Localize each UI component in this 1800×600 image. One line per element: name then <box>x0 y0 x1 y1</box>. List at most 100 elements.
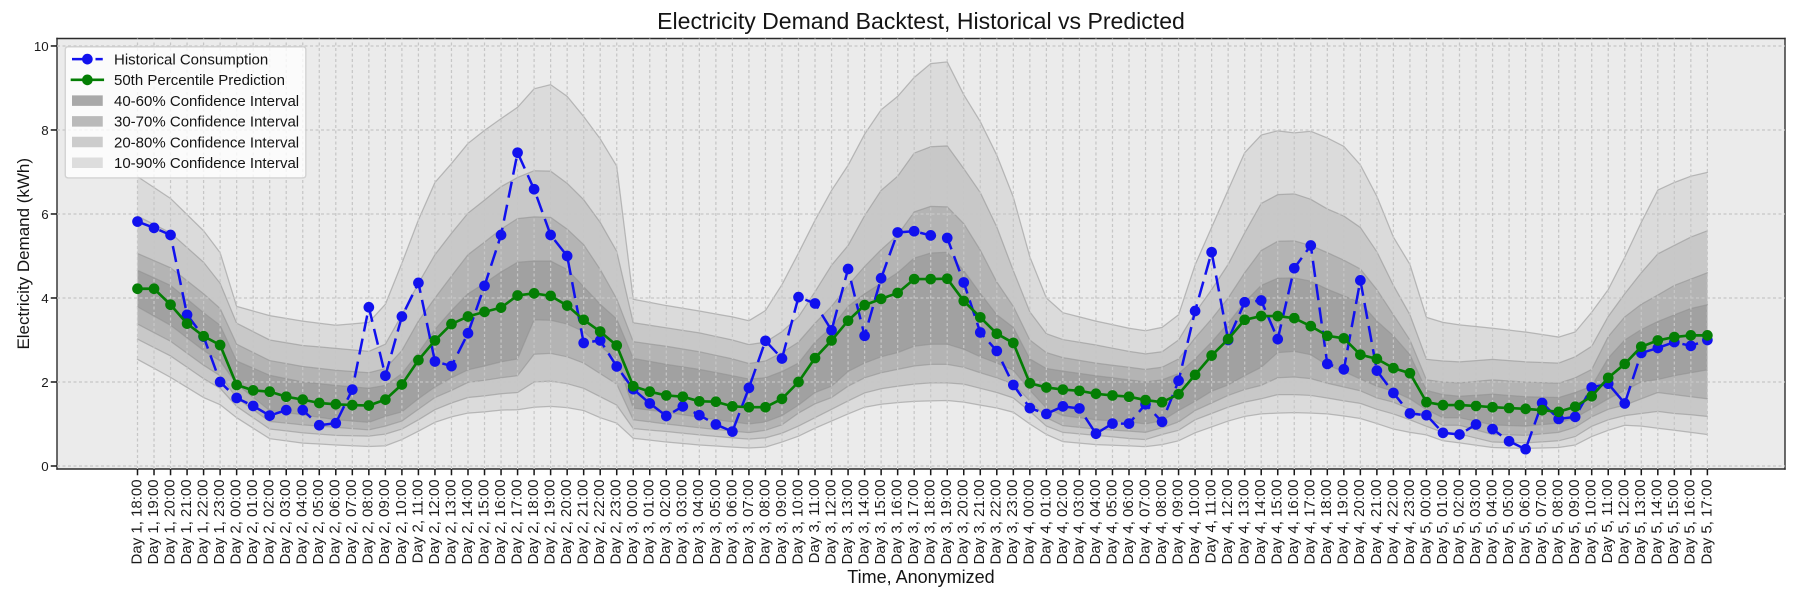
svg-text:Day 4, 20:00: Day 4, 20:00 <box>1351 479 1368 564</box>
svg-text:8: 8 <box>41 123 48 138</box>
svg-text:Day 2, 14:00: Day 2, 14:00 <box>459 479 476 564</box>
svg-text:Day 5, 11:00: Day 5, 11:00 <box>1599 479 1616 563</box>
svg-text:Day 2, 12:00: Day 2, 12:00 <box>426 479 443 564</box>
svg-text:Day 4, 19:00: Day 4, 19:00 <box>1335 479 1352 564</box>
svg-text:Day 4, 16:00: Day 4, 16:00 <box>1285 479 1302 564</box>
svg-text:Day 4, 10:00: Day 4, 10:00 <box>1186 479 1203 564</box>
svg-text:40-60% Confidence Interval: 40-60% Confidence Interval <box>114 93 299 110</box>
svg-text:Day 4, 07:00: Day 4, 07:00 <box>1136 479 1153 564</box>
svg-text:Day 2, 08:00: Day 2, 08:00 <box>360 479 377 564</box>
svg-text:0: 0 <box>41 459 48 474</box>
svg-text:Day 3, 10:00: Day 3, 10:00 <box>789 479 806 564</box>
svg-text:Day 2, 10:00: Day 2, 10:00 <box>393 479 410 564</box>
svg-text:Day 3, 02:00: Day 3, 02:00 <box>657 479 674 564</box>
svg-text:Day 3, 08:00: Day 3, 08:00 <box>756 479 773 564</box>
svg-text:Day 3, 13:00: Day 3, 13:00 <box>839 479 856 564</box>
svg-text:Day 3, 11:00: Day 3, 11:00 <box>806 479 823 563</box>
svg-text:Day 5, 05:00: Day 5, 05:00 <box>1500 479 1517 564</box>
svg-text:Day 1, 18:00: Day 1, 18:00 <box>128 479 145 564</box>
svg-text:Day 2, 22:00: Day 2, 22:00 <box>591 479 608 564</box>
svg-text:Day 1, 19:00: Day 1, 19:00 <box>145 479 162 564</box>
svg-text:Day 5, 03:00: Day 5, 03:00 <box>1467 479 1484 564</box>
svg-text:Day 4, 23:00: Day 4, 23:00 <box>1401 479 1418 564</box>
svg-text:Day 1, 23:00: Day 1, 23:00 <box>211 479 228 564</box>
svg-text:Time, Anonymized: Time, Anonymized <box>847 567 994 587</box>
svg-text:Day 2, 17:00: Day 2, 17:00 <box>508 479 525 564</box>
svg-text:Historical Consumption: Historical Consumption <box>114 51 268 68</box>
svg-text:Day 4, 11:00: Day 4, 11:00 <box>1203 479 1220 563</box>
svg-text:4: 4 <box>41 291 49 306</box>
svg-text:Day 4, 14:00: Day 4, 14:00 <box>1252 479 1269 564</box>
svg-text:Day 2, 07:00: Day 2, 07:00 <box>343 479 360 564</box>
svg-text:Day 5, 15:00: Day 5, 15:00 <box>1665 479 1682 564</box>
svg-text:Day 5, 00:00: Day 5, 00:00 <box>1417 479 1434 564</box>
svg-text:Day 3, 09:00: Day 3, 09:00 <box>773 479 790 564</box>
svg-text:Day 2, 05:00: Day 2, 05:00 <box>310 479 327 564</box>
svg-text:10: 10 <box>34 39 49 54</box>
svg-text:Day 2, 13:00: Day 2, 13:00 <box>442 479 459 564</box>
svg-text:Day 2, 23:00: Day 2, 23:00 <box>608 479 625 564</box>
svg-text:Day 4, 05:00: Day 4, 05:00 <box>1103 479 1120 564</box>
svg-text:Day 5, 16:00: Day 5, 16:00 <box>1682 479 1699 564</box>
svg-text:Day 4, 17:00: Day 4, 17:00 <box>1302 479 1319 564</box>
svg-text:Day 3, 06:00: Day 3, 06:00 <box>723 479 740 564</box>
svg-text:Day 5, 12:00: Day 5, 12:00 <box>1616 479 1633 564</box>
svg-text:Day 5, 08:00: Day 5, 08:00 <box>1550 479 1567 564</box>
svg-text:10-90% Confidence Interval: 10-90% Confidence Interval <box>114 155 299 172</box>
svg-text:Day 3, 07:00: Day 3, 07:00 <box>740 479 757 564</box>
svg-text:Day 2, 04:00: Day 2, 04:00 <box>294 479 311 564</box>
svg-text:Day 3, 20:00: Day 3, 20:00 <box>955 479 972 564</box>
svg-text:Electricity Demand Backtest, H: Electricity Demand Backtest, Historical … <box>657 8 1185 34</box>
svg-text:Day 1, 21:00: Day 1, 21:00 <box>178 479 195 564</box>
svg-text:Day 3, 18:00: Day 3, 18:00 <box>922 479 939 564</box>
svg-text:Day 2, 09:00: Day 2, 09:00 <box>376 479 393 564</box>
svg-text:50th Percentile Prediction: 50th Percentile Prediction <box>114 72 285 89</box>
svg-text:Day 2, 03:00: Day 2, 03:00 <box>277 479 294 564</box>
svg-text:Day 3, 05:00: Day 3, 05:00 <box>707 479 724 564</box>
svg-text:Day 4, 09:00: Day 4, 09:00 <box>1169 479 1186 564</box>
svg-text:Day 2, 16:00: Day 2, 16:00 <box>492 479 509 564</box>
svg-text:6: 6 <box>41 207 48 222</box>
svg-text:Day 3, 22:00: Day 3, 22:00 <box>988 479 1005 564</box>
svg-text:Day 5, 14:00: Day 5, 14:00 <box>1649 479 1666 564</box>
svg-text:Day 4, 06:00: Day 4, 06:00 <box>1120 479 1137 564</box>
svg-text:Day 2, 00:00: Day 2, 00:00 <box>228 479 245 564</box>
svg-text:Day 3, 23:00: Day 3, 23:00 <box>1004 479 1021 564</box>
svg-text:Day 5, 10:00: Day 5, 10:00 <box>1583 479 1600 564</box>
svg-text:Day 4, 01:00: Day 4, 01:00 <box>1037 479 1054 564</box>
svg-text:Day 2, 02:00: Day 2, 02:00 <box>261 479 278 564</box>
svg-text:Day 4, 22:00: Day 4, 22:00 <box>1384 479 1401 564</box>
svg-text:Day 5, 13:00: Day 5, 13:00 <box>1632 479 1649 564</box>
svg-text:2: 2 <box>41 375 48 390</box>
svg-text:Day 3, 12:00: Day 3, 12:00 <box>822 479 839 564</box>
svg-text:Day 2, 20:00: Day 2, 20:00 <box>558 479 575 564</box>
svg-text:Day 5, 06:00: Day 5, 06:00 <box>1516 479 1533 564</box>
svg-text:Day 2, 15:00: Day 2, 15:00 <box>475 479 492 564</box>
svg-text:Day 5, 07:00: Day 5, 07:00 <box>1533 479 1550 564</box>
svg-text:Day 5, 01:00: Day 5, 01:00 <box>1434 479 1451 564</box>
svg-text:Day 4, 13:00: Day 4, 13:00 <box>1236 479 1253 564</box>
svg-text:Day 1, 20:00: Day 1, 20:00 <box>161 479 178 564</box>
svg-text:Day 4, 00:00: Day 4, 00:00 <box>1021 479 1038 564</box>
svg-text:Day 5, 04:00: Day 5, 04:00 <box>1483 479 1500 564</box>
svg-text:Day 4, 04:00: Day 4, 04:00 <box>1087 479 1104 564</box>
svg-text:Electricity Demand (kWh): Electricity Demand (kWh) <box>14 158 33 350</box>
svg-text:Day 3, 00:00: Day 3, 00:00 <box>624 479 641 564</box>
svg-text:Day 4, 02:00: Day 4, 02:00 <box>1054 479 1071 564</box>
svg-text:Day 3, 04:00: Day 3, 04:00 <box>690 479 707 564</box>
svg-text:Day 4, 08:00: Day 4, 08:00 <box>1153 479 1170 564</box>
svg-text:Day 2, 21:00: Day 2, 21:00 <box>575 479 592 564</box>
svg-text:Day 4, 12:00: Day 4, 12:00 <box>1219 479 1236 564</box>
svg-text:Day 5, 17:00: Day 5, 17:00 <box>1698 479 1715 564</box>
svg-text:Day 3, 17:00: Day 3, 17:00 <box>905 479 922 564</box>
svg-text:Day 3, 01:00: Day 3, 01:00 <box>641 479 658 564</box>
svg-text:Day 4, 15:00: Day 4, 15:00 <box>1269 479 1286 564</box>
svg-text:Day 5, 02:00: Day 5, 02:00 <box>1450 479 1467 564</box>
svg-text:Day 3, 03:00: Day 3, 03:00 <box>674 479 691 564</box>
svg-text:Day 3, 15:00: Day 3, 15:00 <box>872 479 889 564</box>
svg-text:Day 2, 19:00: Day 2, 19:00 <box>542 479 559 564</box>
svg-text:Day 2, 18:00: Day 2, 18:00 <box>525 479 542 564</box>
svg-text:Day 4, 21:00: Day 4, 21:00 <box>1368 479 1385 564</box>
svg-text:Day 4, 03:00: Day 4, 03:00 <box>1070 479 1087 564</box>
svg-text:Day 4, 18:00: Day 4, 18:00 <box>1318 479 1335 564</box>
